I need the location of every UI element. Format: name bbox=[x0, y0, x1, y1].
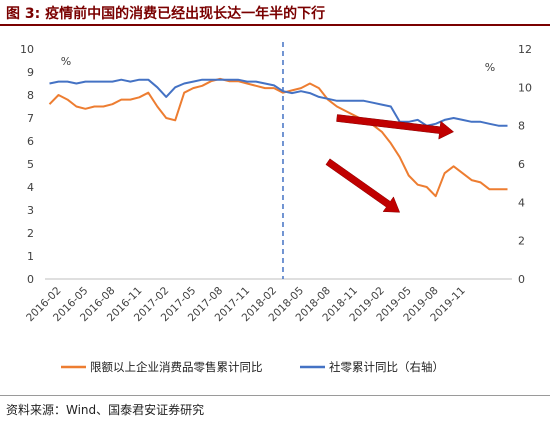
right-axis-unit: % bbox=[485, 61, 495, 74]
left-tick-label: 0 bbox=[27, 273, 34, 286]
right-axis-ticks: 0 2 4 6 8 10 12 bbox=[518, 43, 532, 286]
left-tick-label: 3 bbox=[27, 204, 34, 217]
trend-arrow-2 bbox=[325, 158, 401, 213]
left-tick-label: 10 bbox=[20, 43, 34, 56]
left-tick-label: 9 bbox=[27, 66, 34, 79]
series-layer bbox=[48, 77, 508, 198]
left-tick-label: 6 bbox=[27, 135, 34, 148]
chart-title: 图 3: 疫情前中国的消费已经出现长达一年半的下行 bbox=[6, 6, 326, 22]
series-line-2 bbox=[49, 78, 508, 127]
legend: 限额以上企业消费品零售累计同比 社零累计同比（右轴） bbox=[61, 360, 444, 374]
left-tick-label: 1 bbox=[27, 250, 34, 263]
series-line-1 bbox=[48, 77, 508, 198]
left-tick-label: 7 bbox=[27, 112, 34, 125]
right-tick-label: 4 bbox=[518, 196, 525, 209]
right-tick-label: 10 bbox=[518, 81, 532, 94]
left-tick-label: 2 bbox=[27, 227, 34, 240]
x-axis-ticks: 2016-022016-052016-082016-112017-022017-… bbox=[24, 285, 468, 325]
title-rule bbox=[0, 24, 550, 26]
legend-label-series-1: 限额以上企业消费品零售累计同比 bbox=[90, 360, 263, 374]
left-axis-unit: % bbox=[61, 55, 71, 68]
left-tick-label: 8 bbox=[27, 89, 34, 102]
left-tick-label: 4 bbox=[27, 181, 34, 194]
trend-arrow-1 bbox=[336, 114, 455, 140]
left-axis-ticks: 0 1 2 3 4 5 6 7 8 9 10 bbox=[20, 43, 34, 286]
source-note: 资料来源：Wind、国泰君安证券研究 bbox=[6, 403, 205, 417]
right-tick-label: 12 bbox=[518, 43, 532, 56]
left-tick-label: 5 bbox=[27, 158, 34, 171]
right-tick-label: 8 bbox=[518, 120, 525, 133]
right-tick-label: 6 bbox=[518, 158, 525, 171]
right-tick-label: 0 bbox=[518, 273, 525, 286]
legend-label-series-2: 社零累计同比（右轴） bbox=[329, 360, 444, 374]
right-tick-label: 2 bbox=[518, 235, 525, 248]
source-rule bbox=[0, 395, 550, 396]
annotation-layer bbox=[325, 114, 455, 213]
